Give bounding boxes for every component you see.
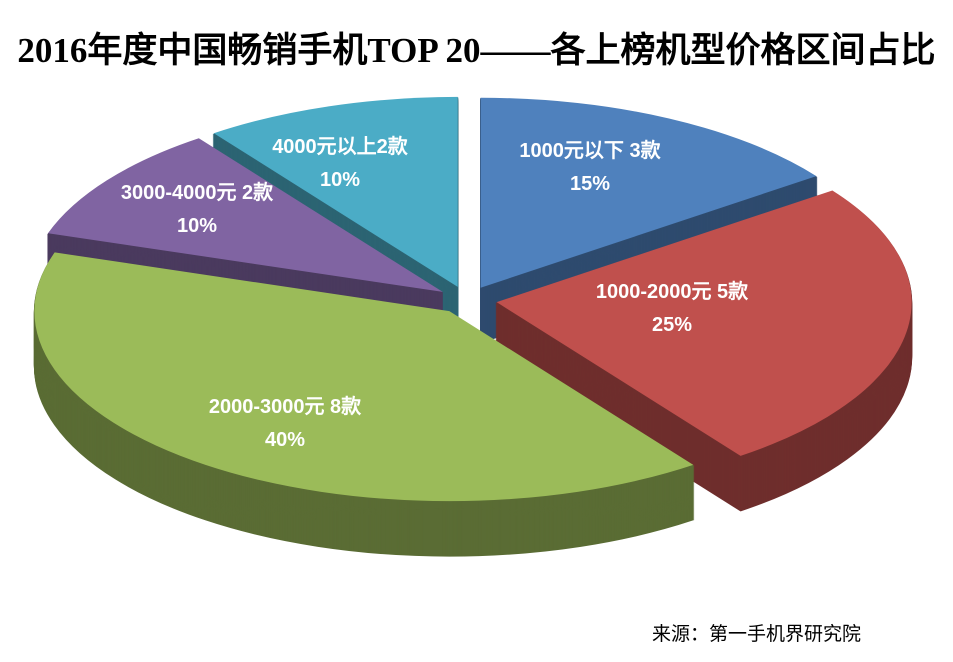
slice-percent: 10% xyxy=(320,169,360,191)
source-caption: 来源：第一手机界研究院 xyxy=(651,624,861,645)
slice-percent: 10% xyxy=(177,215,217,237)
chart-title: 2016年度中国畅销手机TOP 20——各上榜机型价格区间占比 xyxy=(17,31,936,70)
slice-label: 3000-4000元 2款 xyxy=(121,180,274,204)
slice-percent: 25% xyxy=(652,314,692,336)
pie-slice-top xyxy=(213,96,458,287)
slice-percent: 15% xyxy=(570,173,610,195)
slice-label: 2000-3000元 8款 xyxy=(209,394,362,418)
pie-slice-top xyxy=(48,138,443,292)
slice-label: 1000元以下 3款 xyxy=(519,138,661,162)
slice-label: 1000-2000元 5款 xyxy=(596,279,749,303)
pie-slice-top xyxy=(34,252,694,502)
pie-slice-top xyxy=(480,97,817,288)
pie-slice-group xyxy=(495,190,913,512)
slice-label: 4000元以上2款 xyxy=(272,134,409,158)
pie-slice-top xyxy=(496,190,912,456)
pie-slice-group xyxy=(33,252,695,557)
slice-percent: 40% xyxy=(265,429,305,451)
